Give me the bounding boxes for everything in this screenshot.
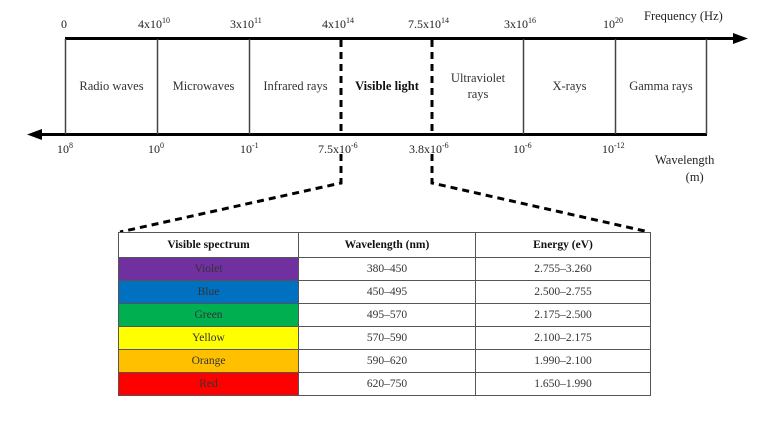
header-wavelength: Wavelength (nm) — [298, 232, 476, 258]
table-row: Blue 450–495 2.500–2.755 — [118, 280, 651, 304]
wavelength-tick-2: 10-1 — [240, 141, 259, 157]
wavelength-tick-6: 10-12 — [602, 141, 625, 157]
wavelength-cell: 495–570 — [298, 303, 476, 327]
frequency-axis-label: Frequency (Hz) — [644, 9, 723, 23]
table-row: Red 620–750 1.650–1.990 — [118, 372, 651, 396]
color-swatch-blue: Blue — [118, 280, 299, 304]
table-row: Yellow 570–590 2.100–2.175 — [118, 326, 651, 350]
band-visible-light: Visible light — [355, 79, 419, 94]
header-energy: Energy (eV) — [475, 232, 651, 258]
wavelength-cell: 380–450 — [298, 257, 476, 281]
energy-cell: 1.650–1.990 — [475, 372, 651, 396]
wavelength-cell: 590–620 — [298, 349, 476, 373]
wavelength-cell: 620–750 — [298, 372, 476, 396]
energy-cell: 2.500–2.755 — [475, 280, 651, 304]
frequency-tick-3: 4x1014 — [322, 16, 354, 32]
band-ultraviolet-rays: Ultraviolet rays — [450, 71, 506, 101]
header-visible-spectrum: Visible spectrum — [118, 232, 299, 258]
band-infrared-rays: Infrared rays — [263, 79, 328, 94]
frequency-axis-arrow — [65, 33, 748, 44]
wavelength-tick-4: 3.8x10-6 — [409, 141, 449, 157]
wavelength-cell: 570–590 — [298, 326, 476, 350]
visible-light-dashed-boundaries — [119, 40, 650, 234]
frequency-tick-1: 4x1010 — [138, 16, 170, 32]
band-x-rays: X-rays — [552, 79, 587, 94]
color-swatch-yellow: Yellow — [118, 326, 299, 350]
color-swatch-green: Green — [118, 303, 299, 327]
wavelength-axis-arrow — [27, 129, 707, 140]
wavelength-tick-1: 100 — [148, 141, 164, 157]
energy-cell: 2.175–2.500 — [475, 303, 651, 327]
wavelength-tick-5: 10-6 — [513, 141, 532, 157]
frequency-tick-6: 1020 — [603, 16, 623, 32]
wavelength-tick-0: 108 — [57, 141, 73, 157]
energy-cell: 1.990–2.100 — [475, 349, 651, 373]
wavelength-cell: 450–495 — [298, 280, 476, 304]
table-row: Green 495–570 2.175–2.500 — [118, 303, 651, 327]
band-microwaves: Microwaves — [172, 79, 235, 94]
band-radio-waves: Radio waves — [79, 79, 144, 94]
color-swatch-violet: Violet — [118, 257, 299, 281]
table-row: Violet 380–450 2.755–3.260 — [118, 257, 651, 281]
frequency-tick-4: 7.5x1014 — [408, 16, 449, 32]
table-header-row: Visible spectrum Wavelength (nm) Energy … — [118, 232, 651, 258]
frequency-tick-2: 3x1011 — [230, 16, 262, 32]
band-dividers — [64, 39, 708, 134]
table-row: Orange 590–620 1.990–2.100 — [118, 349, 651, 373]
frequency-tick-0: 0 — [61, 17, 67, 31]
band-gamma-rays: Gamma rays — [629, 79, 693, 94]
visible-spectrum-table: Visible spectrum Wavelength (nm) Energy … — [118, 232, 651, 396]
frequency-tick-5: 3x1016 — [504, 16, 536, 32]
energy-cell: 2.100–2.175 — [475, 326, 651, 350]
energy-cell: 2.755–3.260 — [475, 257, 651, 281]
color-swatch-orange: Orange — [118, 349, 299, 373]
wavelength-axis-label: Wavelength (m) — [655, 153, 715, 184]
wavelength-tick-3: 7.5x10-6 — [318, 141, 358, 157]
color-swatch-red: Red — [118, 372, 299, 396]
